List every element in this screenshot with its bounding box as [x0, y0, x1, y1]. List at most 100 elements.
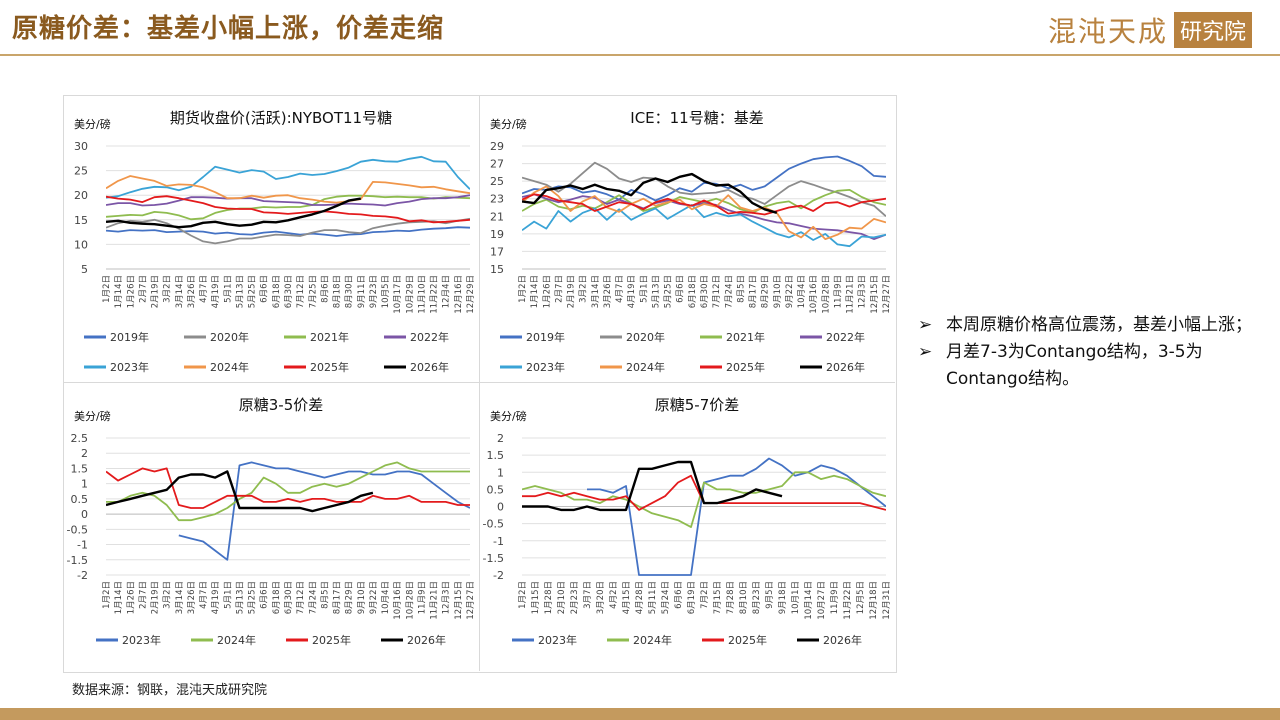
x-tick-label: 3月14日 [175, 581, 185, 614]
x-tick-label: 10月1日 [791, 581, 801, 614]
legend-label: 2026年 [410, 360, 449, 374]
x-tick-label: 6月30日 [284, 275, 294, 308]
y-tick-label: -0.5 [483, 518, 504, 531]
x-tick-label: 9月10日 [357, 581, 367, 614]
x-tick-label: 3月2日 [163, 275, 173, 303]
x-tick-label: 1月14日 [530, 275, 540, 308]
x-tick-label: 7月28日 [726, 581, 736, 614]
x-tick-label: 8月17日 [749, 275, 759, 308]
series-line [522, 189, 886, 214]
legend-label: 2024年 [217, 633, 256, 647]
series-line [522, 460, 783, 512]
legend-label: 2025年 [312, 633, 351, 647]
x-tick-label: 12月15日 [870, 275, 880, 314]
x-tick-label: 6月30日 [700, 275, 710, 308]
x-tick-label: 3月7日 [583, 581, 593, 609]
series-line [522, 193, 886, 216]
x-tick-label: 4月7日 [199, 275, 209, 303]
legend-label: 2026年 [823, 633, 862, 647]
y-tick-label: 1 [497, 466, 504, 479]
series-line [522, 172, 778, 214]
x-tick-label: 3月20日 [596, 581, 606, 614]
x-tick-label: 8月29日 [345, 581, 355, 614]
x-tick-label: 4月19日 [627, 275, 637, 308]
commentary: ➢ 本周原糖价格高位震荡，基差小幅上涨； ➢ 月差7-3为Contango结构，3-… [918, 312, 1258, 393]
y-tick-label: -1.5 [67, 554, 88, 567]
x-tick-label: 9月11日 [357, 275, 367, 308]
x-tick-label: 6月6日 [260, 581, 270, 609]
x-tick-label: 3月2日 [163, 581, 173, 609]
chart-title: 原糖5-7价差 [655, 396, 740, 414]
x-tick-label: 1月26日 [126, 581, 136, 614]
x-tick-label: 1月2日 [102, 275, 112, 303]
y-tick-label: 0.5 [71, 493, 89, 506]
x-tick-label: 1月2日 [518, 275, 528, 303]
x-tick-label: 11月21日 [430, 581, 440, 620]
x-tick-label: 6月6日 [260, 275, 270, 303]
x-tick-label: 4月7日 [199, 581, 209, 609]
x-tick-label: 7月24日 [724, 275, 734, 308]
x-tick-label: 5月1日 [639, 275, 649, 303]
arrow-bullet-icon: ➢ [918, 342, 933, 362]
y-tick-label: -1 [493, 535, 504, 548]
x-tick-label: 10月28日 [821, 275, 831, 314]
x-tick-label: 1月15日 [531, 581, 541, 614]
x-tick-label: 8月30日 [345, 275, 355, 308]
x-tick-label: 11月21日 [846, 275, 856, 314]
logo-box: 研究院 [1173, 12, 1252, 48]
legend-label: 2025年 [726, 360, 765, 374]
x-tick-label: 5月13日 [651, 275, 661, 308]
x-tick-label: 6月18日 [272, 581, 282, 614]
x-tick-label: 5月11日 [648, 581, 658, 614]
x-tick-label: 2月19日 [151, 581, 161, 614]
x-tick-label: 4月7日 [615, 275, 625, 303]
x-tick-label: 5月25日 [664, 275, 674, 308]
x-tick-label: 2月7日 [138, 581, 148, 609]
x-tick-label: 8月23日 [752, 581, 762, 614]
legend-label: 2026年 [826, 360, 865, 374]
y-tick-label: 29 [490, 140, 504, 153]
legend-label: 2026年 [407, 633, 446, 647]
legend-label: 2024年 [626, 360, 665, 374]
series-line [106, 195, 470, 224]
x-tick-label: 10月14日 [804, 581, 814, 620]
x-tick-label: 11月22日 [843, 581, 853, 620]
x-tick-label: 12月4日 [442, 275, 452, 308]
x-tick-label: 8月18日 [333, 275, 343, 308]
legend-label: 2023年 [526, 360, 565, 374]
x-tick-label: 12月18日 [869, 581, 879, 620]
footer-bar [0, 708, 1280, 720]
y-tick-label: 2 [81, 447, 88, 460]
x-tick-label: 11月9日 [830, 581, 840, 614]
series-line [106, 197, 361, 229]
y-tick-label: -0.5 [67, 523, 88, 536]
y-tick-label: -1.5 [483, 552, 504, 565]
x-tick-label: 11月9日 [417, 581, 427, 614]
legend-label: 2020年 [626, 330, 665, 344]
legend-label: 2025年 [728, 633, 767, 647]
y-unit-label: 美分/磅 [74, 117, 111, 131]
x-tick-label: 3月14日 [591, 275, 601, 308]
x-tick-label: 7月15日 [713, 581, 723, 614]
legend-label: 2022年 [826, 330, 865, 344]
bullet-text: 本周原糖价格高位震荡，基差小幅上涨； [946, 315, 1252, 335]
x-tick-label: 7月25日 [308, 275, 318, 308]
x-tick-label: 2月7日 [138, 275, 148, 303]
x-tick-label: 12月5日 [856, 581, 866, 614]
x-tick-label: 8月6日 [320, 275, 330, 303]
series-line [522, 471, 886, 528]
x-tick-label: 1月26日 [126, 275, 136, 308]
x-tick-label: 7月2日 [700, 581, 710, 609]
y-tick-label: -2 [77, 569, 88, 582]
x-tick-label: 7月12日 [296, 581, 306, 614]
x-tick-label: 5月24日 [661, 581, 671, 614]
x-tick-label: 2月23日 [570, 581, 580, 614]
y-unit-label: 美分/磅 [490, 409, 527, 423]
y-tick-label: 21 [490, 210, 504, 223]
series-line [106, 155, 470, 199]
x-tick-label: 4月19日 [211, 581, 221, 614]
chart-title: ICE：11号糖：基差 [630, 109, 763, 127]
y-tick-label: 10 [74, 238, 88, 251]
series-line [106, 194, 470, 207]
